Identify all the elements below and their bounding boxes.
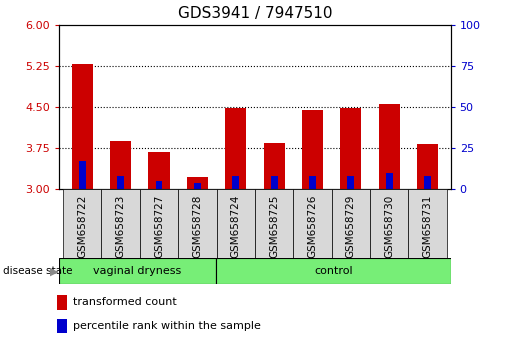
Bar (72, 64, 93, 189)
Bar (340, 108, 362, 189)
Bar (302, 110, 323, 189)
Bar (156, 181, 162, 189)
Bar (117, 176, 124, 189)
Bar (178, 189, 216, 258)
Bar (264, 143, 285, 189)
Bar (232, 176, 239, 189)
Bar (216, 258, 451, 284)
Bar (59, 258, 216, 284)
Bar (424, 176, 431, 189)
Bar (216, 189, 255, 258)
Text: GSM658730: GSM658730 (384, 195, 394, 258)
Text: GSM658724: GSM658724 (231, 195, 241, 258)
Bar (309, 176, 316, 189)
Text: GSM658731: GSM658731 (423, 195, 433, 258)
Text: disease state: disease state (3, 266, 72, 276)
Text: GSM658726: GSM658726 (307, 195, 317, 258)
Bar (57, 295, 67, 309)
Text: percentile rank within the sample: percentile rank within the sample (73, 321, 261, 331)
Text: control: control (314, 266, 352, 276)
Bar (255, 189, 294, 258)
Bar (140, 189, 178, 258)
Bar (294, 189, 332, 258)
Bar (417, 144, 438, 189)
Text: GSM658723: GSM658723 (116, 195, 126, 258)
Text: ▶: ▶ (50, 266, 59, 276)
Bar (57, 319, 67, 333)
Bar (194, 183, 201, 189)
Bar (63, 189, 101, 258)
Bar (348, 176, 354, 189)
Bar (187, 177, 208, 189)
Bar (101, 189, 140, 258)
Text: GSM658727: GSM658727 (154, 195, 164, 258)
Text: vaginal dryness: vaginal dryness (93, 266, 182, 276)
Title: GDS3941 / 7947510: GDS3941 / 7947510 (178, 6, 332, 21)
Bar (332, 189, 370, 258)
Bar (148, 152, 169, 189)
Text: GSM658725: GSM658725 (269, 195, 279, 258)
Bar (386, 173, 392, 189)
Text: GSM658722: GSM658722 (77, 195, 87, 258)
Text: GSM658728: GSM658728 (193, 195, 202, 258)
Bar (271, 176, 278, 189)
Bar (110, 141, 131, 189)
Bar (370, 189, 408, 258)
Bar (379, 104, 400, 189)
Bar (225, 108, 246, 189)
Bar (408, 189, 447, 258)
Text: GSM658729: GSM658729 (346, 195, 356, 258)
Bar (79, 161, 85, 189)
Text: transformed count: transformed count (73, 297, 177, 307)
